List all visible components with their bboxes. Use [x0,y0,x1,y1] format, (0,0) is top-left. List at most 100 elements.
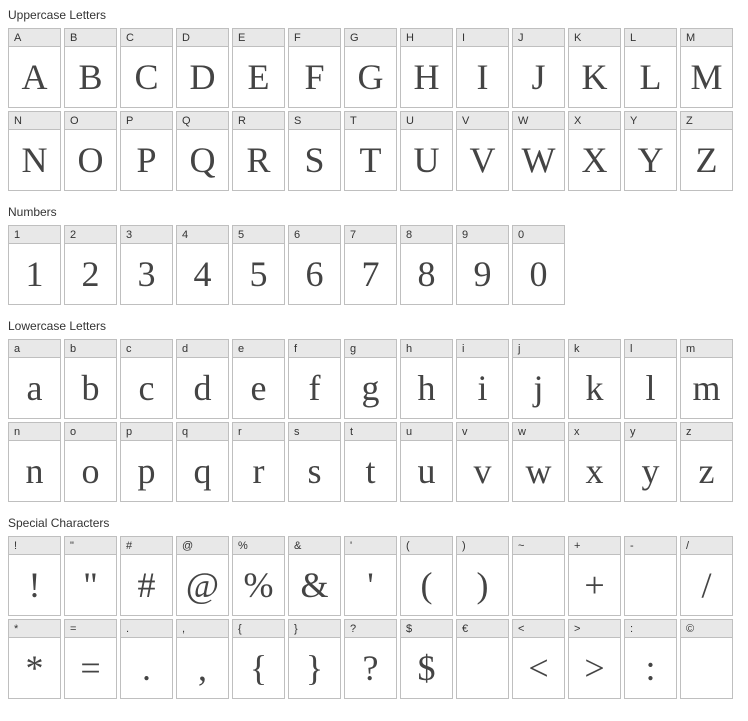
char-cell[interactable]: ff [288,339,341,419]
char-cell[interactable]: VV [456,111,509,191]
char-cell[interactable]: 66 [288,225,341,305]
char-cell[interactable]: LL [624,28,677,108]
char-cell[interactable]: @@ [176,536,229,616]
char-label: / [681,537,732,555]
char-cell[interactable]: EE [232,28,285,108]
char-cell[interactable]: rr [232,422,285,502]
char-cell[interactable]: $$ [400,619,453,699]
char-cell[interactable]: II [456,28,509,108]
char-cell[interactable]: '' [344,536,397,616]
char-cell[interactable]: (( [400,536,453,616]
char-cell[interactable]: {{ [232,619,285,699]
char-cell[interactable]: oo [64,422,117,502]
char-cell[interactable]: %% [232,536,285,616]
char-cell[interactable]: ?? [344,619,397,699]
char-cell[interactable]: 33 [120,225,173,305]
char-cell[interactable]: € [456,619,509,699]
char-cell[interactable]: }} [288,619,341,699]
char-cell[interactable]: yy [624,422,677,502]
char-cell[interactable]: XX [568,111,621,191]
char-cell[interactable]: ll [624,339,677,419]
char-cell[interactable]: .. [120,619,173,699]
char-section: Numbers11223344556677889900 [8,205,740,305]
char-cell[interactable]: 88 [400,225,453,305]
char-glyph [681,638,732,698]
char-cell[interactable]: RR [232,111,285,191]
char-cell[interactable]: YY [624,111,677,191]
char-label: 5 [233,226,284,244]
char-cell[interactable]: 99 [456,225,509,305]
char-cell[interactable]: SS [288,111,341,191]
char-cell[interactable]: << [512,619,565,699]
char-cell[interactable]: jj [512,339,565,419]
char-cell[interactable]: NN [8,111,61,191]
char-cell[interactable]: >> [568,619,621,699]
char-cell[interactable]: MM [680,28,733,108]
char-cell[interactable]: - [624,536,677,616]
char-cell[interactable]: CC [120,28,173,108]
char-cell[interactable]: cc [120,339,173,419]
char-cell[interactable]: 77 [344,225,397,305]
char-label: : [625,620,676,638]
char-cell[interactable]: ww [512,422,565,502]
char-cell[interactable]: AA [8,28,61,108]
char-cell[interactable]: FF [288,28,341,108]
char-cell[interactable]: HH [400,28,453,108]
char-label: t [345,423,396,441]
char-cell[interactable]: PP [120,111,173,191]
char-cell[interactable]: OO [64,111,117,191]
char-cell[interactable]: nn [8,422,61,502]
char-label: 4 [177,226,228,244]
char-cell[interactable]: WW [512,111,565,191]
char-cell[interactable]: GG [344,28,397,108]
char-cell[interactable]: UU [400,111,453,191]
char-cell[interactable]: && [288,536,341,616]
char-cell[interactable]: 44 [176,225,229,305]
char-cell[interactable]: tt [344,422,397,502]
char-cell[interactable]: zz [680,422,733,502]
char-cell[interactable]: BB [64,28,117,108]
char-glyph: y [625,441,676,501]
char-cell[interactable]: 11 [8,225,61,305]
char-cell[interactable]: © [680,619,733,699]
char-cell[interactable]: JJ [512,28,565,108]
char-cell[interactable]: xx [568,422,621,502]
char-cell[interactable]: 00 [512,225,565,305]
char-cell[interactable]: 55 [232,225,285,305]
char-cell[interactable]: pp [120,422,173,502]
char-cell[interactable]: QQ [176,111,229,191]
char-glyph: F [289,47,340,107]
char-cell[interactable]: gg [344,339,397,419]
char-glyph: ( [401,555,452,615]
char-cell[interactable]: ** [8,619,61,699]
char-cell[interactable]: )) [456,536,509,616]
char-cell[interactable]: TT [344,111,397,191]
char-cell[interactable]: kk [568,339,621,419]
char-cell[interactable]: :: [624,619,677,699]
char-cell[interactable]: aa [8,339,61,419]
char-cell[interactable]: ## [120,536,173,616]
char-cell[interactable]: ee [232,339,285,419]
char-cell[interactable]: 22 [64,225,117,305]
char-label: ~ [513,537,564,555]
char-cell[interactable]: ~ [512,536,565,616]
char-cell[interactable]: // [680,536,733,616]
char-cell[interactable]: vv [456,422,509,502]
char-cell[interactable]: KK [568,28,621,108]
char-cell[interactable]: qq [176,422,229,502]
char-cell[interactable]: mm [680,339,733,419]
char-cell[interactable]: ,, [176,619,229,699]
char-cell[interactable]: "" [64,536,117,616]
char-cell[interactable]: bb [64,339,117,419]
char-cell[interactable]: ++ [568,536,621,616]
char-cell[interactable]: hh [400,339,453,419]
char-cell[interactable]: ss [288,422,341,502]
char-cell[interactable]: uu [400,422,453,502]
char-cell[interactable]: ii [456,339,509,419]
char-cell[interactable]: ZZ [680,111,733,191]
char-cell[interactable]: == [64,619,117,699]
char-cell[interactable]: dd [176,339,229,419]
char-cell[interactable]: !! [8,536,61,616]
char-label: , [177,620,228,638]
char-cell[interactable]: DD [176,28,229,108]
